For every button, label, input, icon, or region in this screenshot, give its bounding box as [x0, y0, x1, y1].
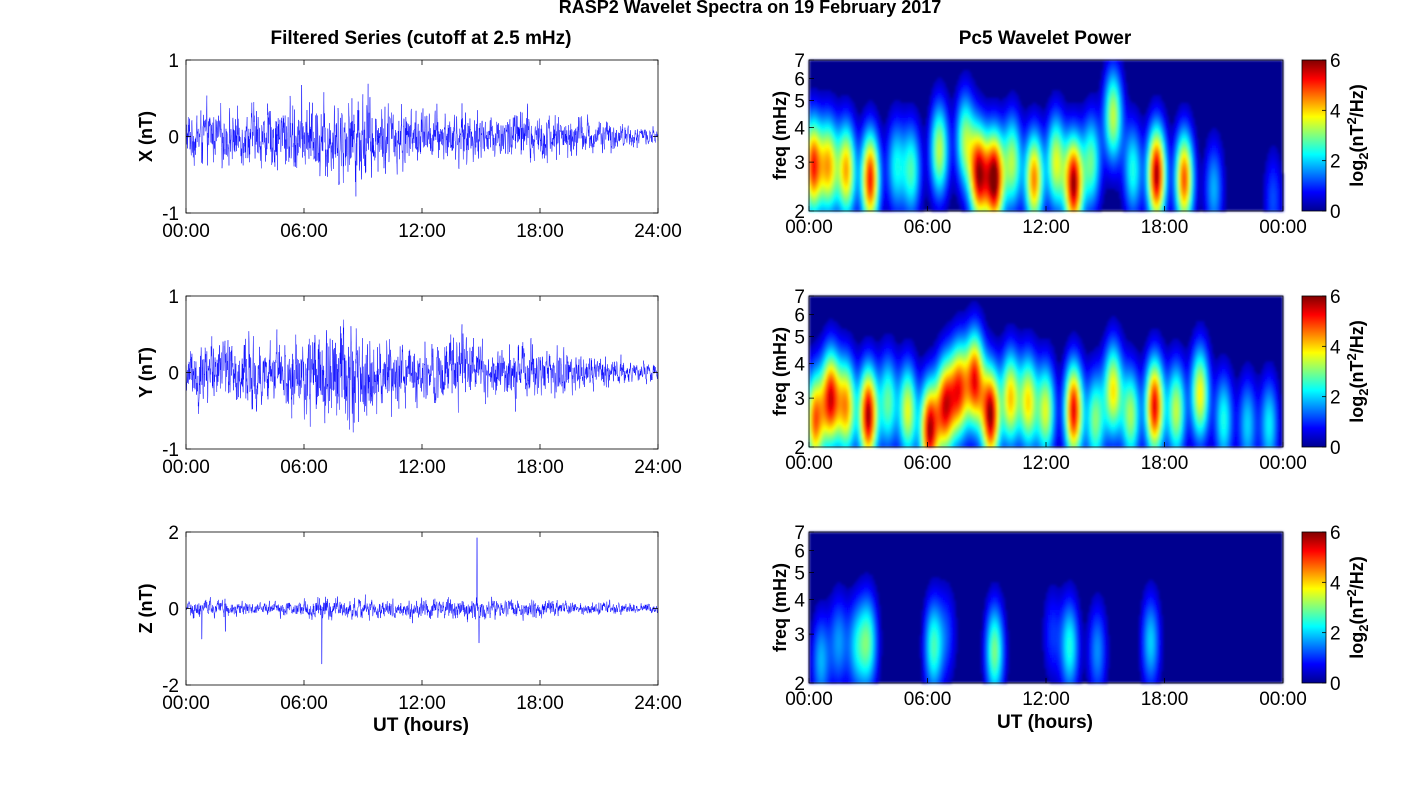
- left-column-title: Filtered Series (cutoff at 2.5 mHz): [271, 28, 572, 49]
- x-tick-label: 24:00: [634, 457, 682, 478]
- x-tick-label: 00:00: [162, 457, 210, 478]
- y-tick-label: 0: [168, 600, 179, 621]
- y-tick-label: 1: [168, 51, 179, 72]
- x-tick-label: 24:00: [634, 221, 682, 242]
- series-trace-z: [186, 538, 658, 664]
- series-y-label: Y (nT): [136, 347, 156, 398]
- series-y-label: X (nT): [136, 111, 156, 162]
- x-tick-label: 12:00: [398, 221, 446, 242]
- y-tick-label: 0: [168, 128, 179, 149]
- x-tick-label: 06:00: [280, 693, 328, 714]
- x-tick-label: 18:00: [516, 693, 564, 714]
- x-tick-label: 24:00: [634, 693, 682, 714]
- power-heatmap-cells: [809, 60, 1284, 212]
- x-tick-label: 06:00: [280, 457, 328, 478]
- series-trace-y: [186, 320, 658, 433]
- series-trace-x: [186, 84, 658, 197]
- x-tick-label: 00:00: [162, 221, 210, 242]
- y-tick-label: 2: [168, 523, 179, 544]
- x-tick-label: 18:00: [516, 221, 564, 242]
- x-tick-label: 06:00: [280, 221, 328, 242]
- right-column-title: Pc5 Wavelet Power: [959, 28, 1132, 49]
- series-y-label: Z (nT): [136, 584, 156, 634]
- x-tick-label: 12:00: [398, 457, 446, 478]
- figure-title: RASP2 Wavelet Spectra on 19 February 201…: [559, 0, 942, 17]
- y-tick-label: 0: [168, 364, 179, 385]
- y-tick-label: 1: [168, 287, 179, 308]
- x-tick-label: 12:00: [398, 693, 446, 714]
- x-tick-label: 18:00: [516, 457, 564, 478]
- x-tick-label: 00:00: [162, 693, 210, 714]
